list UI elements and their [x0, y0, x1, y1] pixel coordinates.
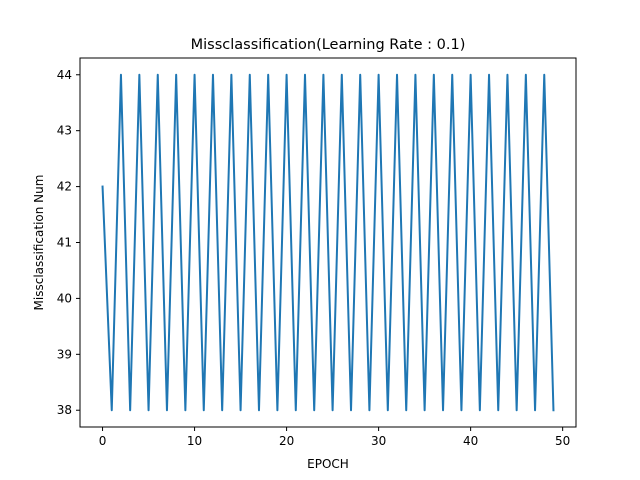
y-axis-label: Missclassification Num — [32, 175, 46, 311]
y-tick-label: 42 — [57, 180, 72, 194]
plot-area: 0 10 20 30 40 50 38 39 40 41 42 43 44 — [57, 57, 577, 448]
x-tick-label: 0 — [99, 434, 107, 448]
y-tick-label: 44 — [57, 68, 72, 82]
y-tick-label: 41 — [57, 236, 72, 250]
chart-title: Missclassification(Learning Rate : 0.1) — [191, 37, 466, 53]
y-axis-ticks: 38 39 40 41 42 43 44 — [57, 68, 80, 417]
series-line-0 — [101, 73, 555, 412]
x-tick-label: 30 — [371, 434, 386, 448]
x-tick-label: 40 — [463, 434, 478, 448]
x-axis-label: EPOCH — [307, 457, 349, 471]
y-tick-label: 43 — [57, 124, 72, 138]
y-tick-label: 40 — [57, 291, 72, 305]
x-tick-label: 50 — [555, 434, 570, 448]
x-axis-ticks: 0 10 20 30 40 50 — [99, 427, 570, 448]
x-tick-label: 20 — [279, 434, 294, 448]
series-layer — [101, 73, 555, 412]
y-tick-label: 38 — [57, 403, 72, 417]
x-tick-label: 10 — [187, 434, 202, 448]
y-tick-label: 39 — [57, 347, 72, 361]
